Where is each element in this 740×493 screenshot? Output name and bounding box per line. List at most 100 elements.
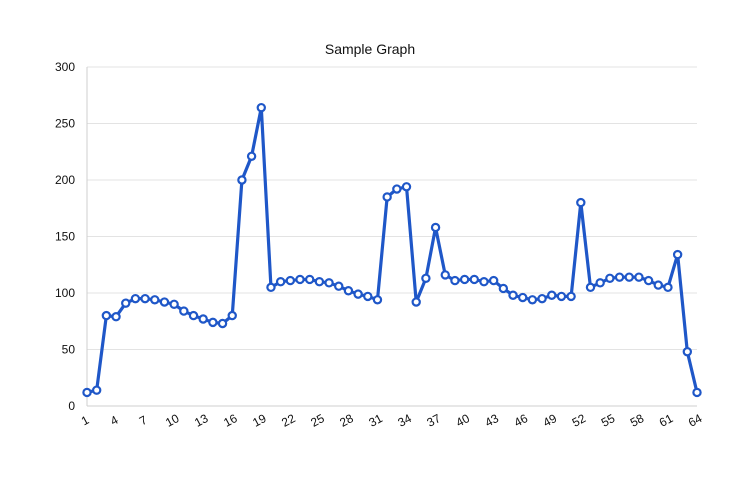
- x-tick-label: 4: [108, 413, 121, 429]
- axes: [86, 67, 697, 407]
- y-tick-label: 0: [68, 399, 75, 413]
- x-tick-label: 64: [686, 411, 705, 430]
- data-point: [266, 282, 276, 293]
- x-tick-label: 40: [454, 411, 473, 430]
- y-tick-label: 150: [55, 230, 75, 244]
- data-point: [121, 298, 131, 308]
- data-point: [585, 282, 596, 293]
- data-point: [140, 293, 150, 304]
- data-point: [663, 282, 673, 293]
- data-point: [614, 272, 625, 282]
- data-point: [82, 387, 92, 398]
- data-point: [547, 290, 557, 300]
- data-point: [246, 151, 257, 161]
- data-point: [237, 175, 247, 185]
- data-point: [256, 102, 266, 113]
- data-point: [179, 306, 189, 316]
- x-tick-label: 16: [221, 411, 240, 430]
- x-tick-label: 58: [628, 411, 647, 430]
- data-point: [479, 277, 489, 287]
- data-point: [101, 310, 112, 321]
- data-point: [130, 293, 141, 304]
- data-point: [411, 297, 421, 307]
- y-tick-label: 200: [55, 173, 75, 187]
- data-point: [508, 290, 518, 300]
- data-point: [285, 275, 296, 286]
- data-point: [314, 277, 325, 287]
- data-point: [169, 299, 179, 309]
- gridlines: [87, 66, 697, 350]
- data-point: [595, 278, 605, 288]
- x-tick-label: 46: [512, 411, 531, 430]
- data-point: [208, 317, 218, 328]
- x-tick-label: 1: [79, 413, 92, 429]
- x-axis-ticks: 1 4 7 10 13 16 19 22 25 28 31 34 37 40 43 46 49 52 55 58 61 6…: [79, 411, 705, 430]
- x-tick-label: 7: [137, 413, 150, 429]
- data-point: [91, 385, 102, 395]
- data-point: [198, 314, 208, 324]
- y-tick-label: 50: [62, 343, 76, 357]
- x-tick-label: 31: [366, 411, 385, 430]
- series-line: [85, 106, 699, 395]
- data-series: [82, 102, 702, 398]
- data-point: [304, 274, 315, 285]
- data-point: [440, 270, 450, 280]
- x-tick-label: 19: [250, 411, 269, 430]
- data-point: [643, 275, 654, 286]
- data-point: [401, 182, 412, 192]
- y-tick-label: 300: [55, 60, 75, 74]
- x-tick-label: 55: [599, 411, 618, 430]
- data-point: [624, 272, 634, 282]
- data-point: [334, 281, 344, 291]
- x-tick-label: 49: [541, 411, 560, 430]
- y-tick-label: 100: [55, 286, 75, 300]
- data-point: [421, 273, 431, 284]
- data-point: [556, 291, 567, 302]
- x-tick-label: 28: [337, 411, 356, 430]
- data-point: [498, 283, 509, 294]
- data-point: [275, 277, 286, 287]
- x-tick-label: 37: [425, 411, 444, 430]
- data-point: [576, 197, 586, 208]
- data-point: [159, 297, 170, 307]
- data-point: [450, 275, 460, 286]
- data-point: [459, 274, 470, 285]
- data-point: [430, 222, 441, 233]
- data-point: [605, 273, 615, 284]
- data-point: [392, 184, 402, 194]
- data-point: [653, 280, 663, 290]
- data-point: [343, 286, 354, 296]
- x-tick-label: 25: [308, 411, 327, 430]
- data-point: [372, 295, 383, 305]
- data-point: [566, 291, 576, 302]
- x-tick-label: 43: [483, 411, 502, 430]
- data-point: [353, 289, 363, 299]
- x-tick-label: 52: [570, 411, 589, 430]
- data-point: [217, 318, 228, 329]
- data-point: [469, 274, 480, 285]
- data-point: [537, 293, 547, 304]
- data-point: [518, 292, 528, 303]
- data-point: [488, 275, 499, 286]
- x-tick-label: 22: [279, 411, 298, 430]
- x-tick-label: 61: [657, 411, 676, 430]
- data-point: [672, 249, 683, 260]
- data-point: [692, 387, 702, 398]
- data-point: [295, 274, 305, 285]
- chart-title: Sample Graph: [325, 41, 415, 57]
- data-point: [363, 291, 373, 302]
- data-point: [188, 310, 199, 321]
- data-point: [682, 347, 693, 357]
- data-point: [527, 295, 538, 305]
- data-point: [150, 295, 160, 305]
- data-point: [382, 192, 392, 202]
- data-point: [227, 310, 237, 321]
- x-tick-label: 13: [192, 411, 211, 430]
- data-point: [634, 272, 644, 282]
- data-point: [324, 278, 334, 288]
- y-axis-ticks: 0 50 100 150 200 250 300: [55, 60, 75, 413]
- data-point: [111, 312, 121, 322]
- x-tick-label: 34: [395, 411, 414, 430]
